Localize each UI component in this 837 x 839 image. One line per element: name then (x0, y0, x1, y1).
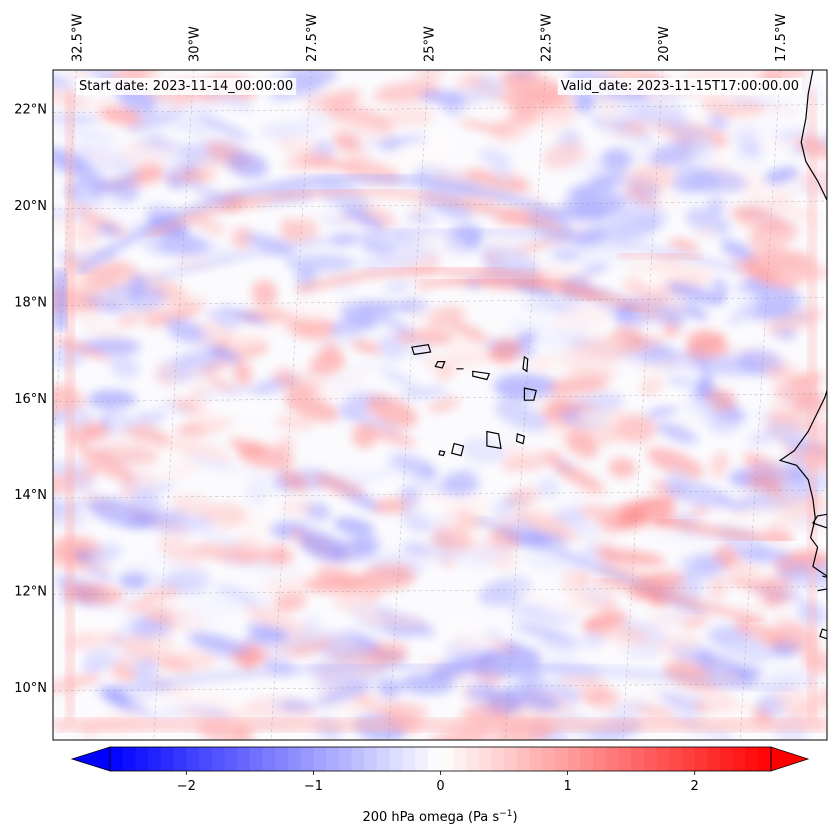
colorbar-cell (669, 747, 683, 771)
colorbar-cell (542, 747, 556, 771)
start-date-label: Start date: 2023-11-14_00:00:00 (79, 79, 293, 94)
colorbar-cell (173, 747, 187, 771)
longitude-tick-labels: 32.5°W 30°W 27.5°W 25°W 22.5°W 20°W 17.5°W (71, 14, 790, 62)
island-outline (438, 450, 446, 457)
colorbar-cell (516, 747, 530, 771)
colorbar-cell (440, 747, 454, 771)
colorbar-cell (720, 747, 734, 771)
guinea-bissau-inlet (817, 575, 827, 592)
gridlines (53, 70, 827, 740)
colorbar-cell (529, 747, 543, 771)
lat-tick-label: 20°N (14, 199, 47, 214)
colorbar-cell (338, 747, 353, 771)
colorbar-ticks: −2 −1 0 1 2 (177, 771, 699, 794)
lon-tick-label: 27.5°W (305, 14, 320, 62)
map-panel: Start date: 2023-11-14_00:00:00 Valid_da… (52, 69, 837, 741)
colorbar-cell (580, 747, 594, 771)
colorbar-cell (631, 747, 645, 771)
lon-tick-label: 25°W (422, 26, 437, 62)
colorbar-cell (554, 747, 569, 771)
island-outline (515, 433, 526, 445)
colorbar-cell (300, 747, 314, 771)
colorbar-cell (453, 747, 467, 771)
colorbar-cell (148, 747, 162, 771)
island-outline (450, 442, 465, 457)
colorbar-extend-low (70, 746, 111, 772)
colorbar-cell (262, 747, 276, 771)
coastline (411, 70, 837, 640)
valid-date-label: Valid_date: 2023-11-15T17:00:00.00 (561, 79, 799, 94)
colorbar-cell (389, 747, 403, 771)
colorbar-cell (732, 747, 747, 771)
lon-tick-label: 20°W (657, 26, 672, 62)
colorbar-cell (110, 747, 124, 771)
colorbar-extend-high (770, 746, 810, 772)
colorbar-cell (313, 747, 327, 771)
colorbar-tick-label: 0 (436, 779, 444, 794)
lon-tick-label: 22.5°W (540, 14, 555, 62)
colorbar-cell (745, 747, 759, 771)
colorbar-cell (237, 747, 251, 771)
africa-coastline (778, 70, 827, 602)
island-outline (523, 387, 537, 401)
gambia-estuary (811, 513, 827, 529)
colorbar-cell (504, 747, 518, 771)
colorbar-tick-label: 2 (691, 779, 699, 794)
lat-tick-label: 16°N (14, 392, 47, 407)
colorbar-cell (758, 747, 772, 771)
lon-tick-label: 30°W (188, 26, 203, 62)
colorbar-cell (122, 747, 136, 771)
colorbar-cell (605, 747, 619, 771)
omega-field (53, 70, 827, 740)
map-frame (52, 69, 828, 741)
colorbar: −2 −1 0 1 2 200 hPa omega (Pa s−1) (70, 746, 810, 825)
lat-tick-label: 14°N (14, 488, 47, 503)
lat-tick-label: 10°N (14, 681, 47, 696)
colorbar-cell (160, 747, 175, 771)
colorbar-cell (376, 747, 391, 771)
colorbar-cell (707, 747, 721, 771)
colorbar-cell (465, 747, 480, 771)
colorbar-cell (643, 747, 658, 771)
lat-tick-label: 18°N (14, 295, 47, 310)
colorbar-cell (694, 747, 708, 771)
colorbar-cell (326, 747, 340, 771)
colorbar-cell (351, 747, 365, 771)
colorbar-cell (567, 747, 581, 771)
colorbar-cell (224, 747, 238, 771)
colorbar-cell (249, 747, 264, 771)
colorbar-cell (402, 747, 416, 771)
colorbar-cell (478, 747, 492, 771)
colorbar-tick-label: −1 (304, 779, 323, 794)
bijagos-island-outline (832, 610, 837, 622)
colorbar-cell (656, 747, 670, 771)
colorbar-cell (135, 747, 149, 771)
colorbar-tick-label: 1 (563, 779, 571, 794)
island-outline (472, 370, 491, 381)
colorbar-label: 200 hPa omega (Pa s−1) (362, 809, 517, 825)
colorbar-cell (198, 747, 213, 771)
colorbar-cell (364, 747, 378, 771)
colorbar-cell (415, 747, 429, 771)
colorbar-cell (491, 747, 505, 771)
island-outline (434, 361, 446, 369)
colorbar-cell (427, 747, 441, 771)
colorbar-cell (211, 747, 225, 771)
island-outline (411, 344, 432, 356)
lat-tick-label: 22°N (14, 103, 47, 118)
lon-tick-label: 32.5°W (71, 14, 86, 62)
island-outline (486, 430, 502, 450)
lat-tick-label: 12°N (14, 585, 47, 600)
colorbar-cell (682, 747, 696, 771)
colorbar-cell (275, 747, 289, 771)
colorbar-cell (186, 747, 200, 771)
colorbar-tick-label: −2 (177, 779, 196, 794)
lon-tick-label: 17.5°W (774, 14, 789, 62)
latitude-tick-labels: 22°N 20°N 18°N 16°N 14°N 12°N 10°N (14, 103, 47, 696)
colorbar-cell (287, 747, 302, 771)
colorbar-cell (618, 747, 632, 771)
colorbar-cell (593, 747, 607, 771)
island-outline (522, 355, 529, 373)
